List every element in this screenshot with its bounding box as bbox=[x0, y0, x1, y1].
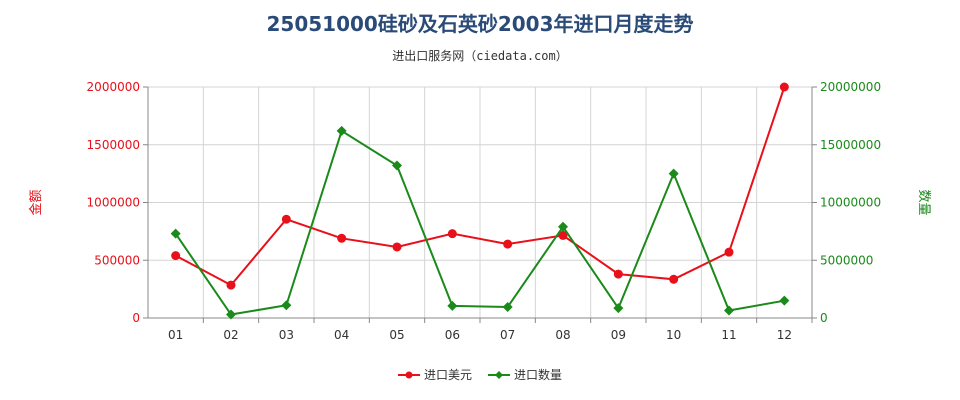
series-1-point bbox=[779, 295, 790, 306]
series-1-point bbox=[170, 228, 181, 239]
series-0-point bbox=[724, 247, 734, 257]
left-tick-label: 2000000 bbox=[87, 80, 140, 94]
chart-subtitle: 进出口服务网（ciedata.com） bbox=[392, 49, 568, 63]
x-tick-label: 05 bbox=[389, 328, 404, 342]
series-0-point bbox=[171, 251, 181, 261]
series-1-point bbox=[502, 302, 513, 313]
series-0-point bbox=[226, 280, 236, 290]
left-axis-label: 金额 bbox=[28, 189, 44, 215]
series-1-point bbox=[668, 168, 679, 179]
right-tick-label: 20000000 bbox=[820, 80, 881, 94]
x-tick-label: 04 bbox=[334, 328, 349, 342]
x-tick-label: 10 bbox=[666, 328, 681, 342]
series-0-point bbox=[613, 269, 623, 279]
x-tick-label: 06 bbox=[445, 328, 460, 342]
series-1-point bbox=[558, 221, 568, 232]
series-line-0 bbox=[175, 86, 786, 287]
series-1-point bbox=[724, 305, 734, 316]
x-tick-label: 07 bbox=[500, 328, 515, 342]
series-1-point bbox=[336, 125, 347, 136]
legend-marker-1 bbox=[495, 371, 503, 379]
series-1-point bbox=[447, 300, 458, 311]
series-1-point bbox=[226, 309, 236, 320]
right-tick-label: 10000000 bbox=[820, 196, 881, 210]
legend-marker-0 bbox=[405, 371, 413, 379]
series-0-point bbox=[779, 82, 789, 92]
series-0-point bbox=[281, 214, 291, 224]
series-0-point bbox=[669, 274, 679, 284]
series-0-point bbox=[447, 229, 457, 239]
series-0-point bbox=[392, 242, 402, 252]
x-tick-label: 09 bbox=[611, 328, 626, 342]
x-tick-label: 11 bbox=[721, 328, 736, 342]
right-axis-label: 数量 bbox=[916, 189, 931, 215]
left-axis-ticks: 0 500000 1000000 1500000 2000000 bbox=[87, 80, 148, 325]
legend-label-1: 进口数量 bbox=[514, 367, 562, 382]
right-tick-label: 0 bbox=[820, 311, 828, 325]
x-tick-label: 02 bbox=[223, 328, 238, 342]
series-0-point bbox=[558, 230, 568, 240]
x-tick-label: 03 bbox=[279, 328, 294, 342]
series-1-point bbox=[392, 160, 402, 171]
chart-title: 25051000硅砂及石英砂2003年进口月度走势 bbox=[266, 12, 694, 36]
series-line-1 bbox=[174, 129, 785, 316]
x-tick-label: 08 bbox=[555, 328, 570, 342]
x-tick-label: 01 bbox=[168, 328, 183, 342]
x-axis-ticks: 01 02 03 04 05 06 07 08 09 10 11 12 bbox=[168, 318, 813, 342]
right-tick-label: 5000000 bbox=[820, 253, 873, 267]
left-tick-label: 1000000 bbox=[87, 196, 140, 210]
left-tick-label: 0 bbox=[132, 311, 140, 325]
grid-lines bbox=[147, 86, 813, 319]
left-tick-label: 1500000 bbox=[87, 138, 140, 152]
right-axis-ticks: 0 5000000 10000000 15000000 20000000 bbox=[812, 80, 881, 325]
series-1-point bbox=[281, 300, 292, 311]
legend[interactable]: 进口美元 进口数量 bbox=[398, 367, 562, 382]
right-tick-label: 15000000 bbox=[820, 138, 881, 152]
series-1-point bbox=[613, 303, 624, 314]
series-layer bbox=[170, 82, 790, 320]
x-tick-label: 12 bbox=[777, 328, 792, 342]
left-tick-label: 500000 bbox=[94, 253, 140, 267]
series-0-point bbox=[503, 239, 513, 249]
series-0-point bbox=[337, 233, 347, 243]
legend-label-0: 进口美元 bbox=[424, 368, 472, 382]
